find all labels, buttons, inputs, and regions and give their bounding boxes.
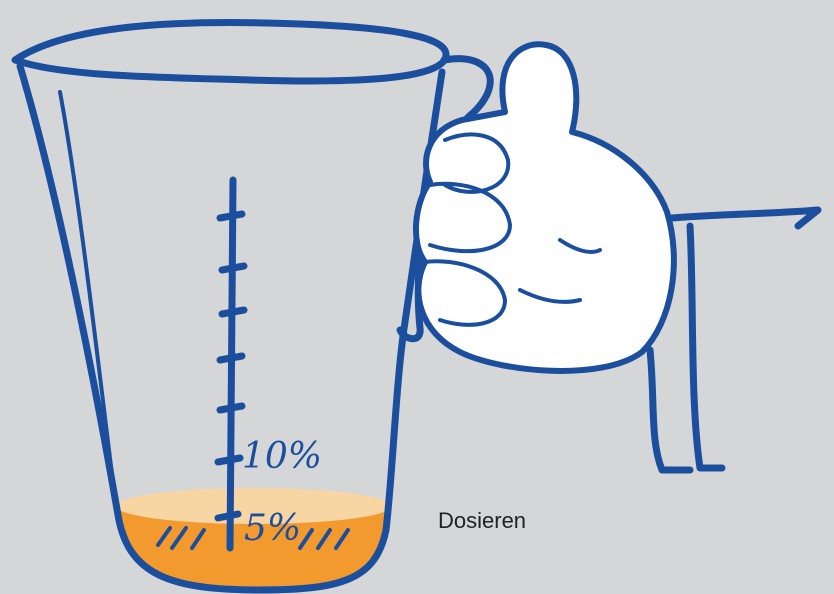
scale-label: 10% bbox=[242, 436, 322, 477]
scale-label: 5% bbox=[244, 508, 301, 549]
caption: Dosieren bbox=[438, 508, 526, 533]
page: {"illustration": {"caption": "Dosieren",… bbox=[0, 0, 834, 594]
illustration: 10% 5% Dosieren bbox=[0, 0, 834, 594]
